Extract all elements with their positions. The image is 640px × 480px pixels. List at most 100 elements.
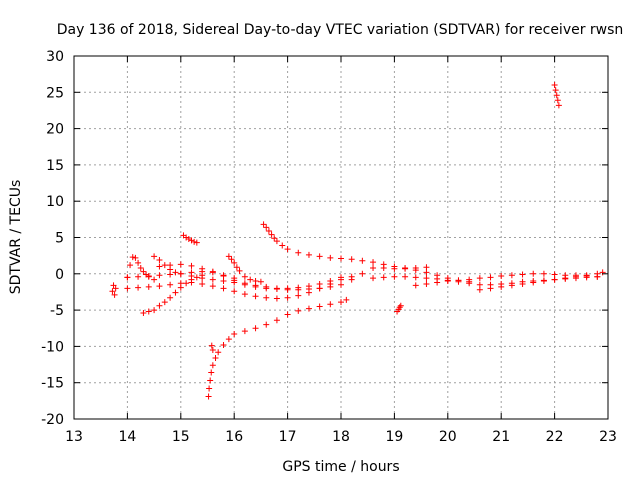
- x-tick-label: 21: [492, 429, 510, 445]
- data-point: [359, 270, 366, 277]
- data-point: [295, 284, 302, 291]
- data-point: [273, 238, 280, 245]
- data-point: [172, 289, 179, 296]
- data-point: [111, 291, 118, 298]
- data-point: [188, 262, 195, 269]
- data-point: [263, 224, 270, 231]
- series-arc-d: [151, 253, 430, 293]
- data-point: [402, 273, 409, 280]
- data-point: [562, 275, 569, 282]
- data-point: [540, 270, 547, 277]
- x-tick-label: 17: [279, 429, 297, 445]
- data-point: [252, 293, 259, 300]
- data-point: [167, 294, 174, 301]
- data-point: [185, 235, 192, 242]
- data-point: [476, 275, 483, 282]
- series-arc-p: [476, 269, 606, 293]
- data-point: [140, 268, 147, 275]
- data-point: [284, 246, 291, 253]
- data-point: [263, 294, 270, 301]
- data-point: [487, 274, 494, 281]
- data-point: [112, 285, 119, 292]
- data-point: [412, 282, 419, 289]
- data-point: [455, 277, 462, 284]
- data-point: [209, 362, 216, 369]
- data-point: [391, 263, 398, 270]
- data-point: [423, 275, 430, 282]
- data-point: [444, 278, 451, 285]
- data-point: [476, 281, 483, 288]
- data-point: [348, 256, 355, 263]
- data-point: [599, 269, 606, 276]
- data-point: [396, 304, 403, 311]
- data-point: [231, 288, 238, 295]
- data-points: [109, 82, 606, 400]
- data-point: [263, 283, 270, 290]
- data-point: [161, 299, 168, 306]
- data-point: [252, 278, 259, 285]
- data-point: [295, 292, 302, 299]
- y-tick-label: -20: [41, 412, 64, 428]
- data-point: [188, 269, 195, 276]
- series-arc-k: [205, 296, 350, 400]
- data-point: [206, 385, 213, 392]
- data-point: [193, 239, 200, 246]
- data-point: [487, 285, 494, 292]
- data-point: [423, 264, 430, 271]
- data-point: [241, 291, 248, 298]
- data-point: [348, 273, 355, 280]
- data-point: [208, 369, 215, 376]
- data-point: [161, 262, 168, 269]
- x-tick-label: 14: [118, 429, 136, 445]
- data-point: [140, 310, 147, 317]
- data-point: [295, 307, 302, 314]
- x-tick-label: 15: [172, 429, 190, 445]
- data-point: [380, 261, 387, 268]
- series-arc-i: [225, 253, 264, 285]
- data-point: [555, 102, 562, 109]
- data-point: [305, 289, 312, 296]
- data-point: [241, 328, 248, 335]
- data-point: [220, 341, 227, 348]
- data-point: [551, 276, 558, 283]
- data-point: [552, 87, 559, 94]
- data-point: [145, 283, 152, 290]
- y-tick-label: 0: [55, 267, 64, 283]
- data-point: [273, 317, 280, 324]
- data-point: [199, 280, 206, 287]
- data-point: [225, 253, 232, 260]
- data-point: [241, 280, 248, 287]
- data-point: [199, 268, 206, 275]
- data-point: [183, 280, 190, 287]
- x-tick-label: 20: [439, 429, 457, 445]
- x-tick-label: 19: [385, 429, 403, 445]
- data-point: [327, 254, 334, 261]
- data-point: [305, 251, 312, 258]
- data-point: [156, 302, 163, 309]
- series-arc-f: [156, 261, 344, 292]
- data-point: [594, 270, 601, 277]
- data-point: [231, 275, 238, 282]
- data-point: [519, 280, 526, 287]
- data-point: [199, 275, 206, 282]
- data-point: [434, 279, 441, 286]
- data-point: [132, 254, 139, 261]
- series-arc-h: [180, 232, 200, 246]
- data-point: [305, 283, 312, 290]
- data-point: [343, 296, 350, 303]
- data-point: [554, 97, 561, 104]
- data-point: [279, 242, 286, 249]
- data-point: [583, 272, 590, 279]
- data-point: [553, 92, 560, 99]
- data-point: [402, 264, 409, 271]
- data-point: [530, 270, 537, 277]
- data-point: [127, 262, 134, 269]
- data-point: [225, 336, 232, 343]
- data-point: [412, 274, 419, 281]
- data-point: [498, 272, 505, 279]
- data-point: [551, 271, 558, 278]
- series-arc-b: [124, 254, 158, 283]
- data-point: [327, 278, 334, 285]
- y-tick-label: 25: [46, 85, 64, 101]
